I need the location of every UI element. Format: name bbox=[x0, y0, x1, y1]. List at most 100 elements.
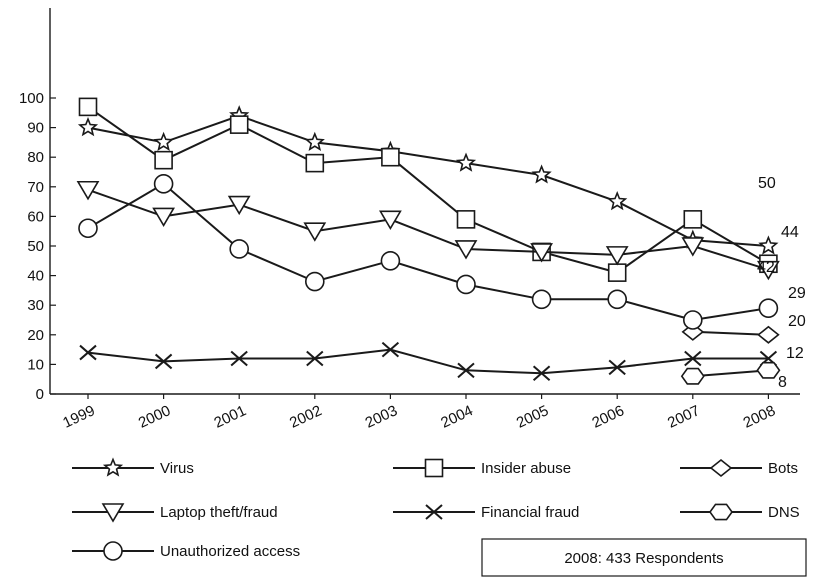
legend-item-financial-fraud: Financial fraud bbox=[393, 504, 579, 521]
legend-label: Financial fraud bbox=[481, 504, 579, 521]
series-line-laptop-theft-fraud bbox=[87, 188, 769, 271]
y-tick-label: 30 bbox=[27, 297, 44, 314]
data-point-financial-fraud bbox=[154, 353, 173, 370]
data-labels: 50 44 42 29 20 12 8 bbox=[757, 175, 806, 391]
legend-item-insider-abuse: Insider abuse bbox=[393, 458, 571, 478]
y-tick-label: 10 bbox=[27, 356, 44, 373]
data-point-unauthorized-access bbox=[229, 239, 249, 259]
series-virus bbox=[77, 105, 779, 255]
x-tick-label: 2003 bbox=[363, 402, 400, 432]
data-point-virus bbox=[153, 131, 174, 152]
y-tick-label: 90 bbox=[27, 120, 44, 137]
chart-axes: 0 10 20 30 40 50 60 70 80 90 100 1999 2000 2001 2002 20… bbox=[19, 8, 800, 432]
data-point-insider-abuse bbox=[607, 263, 627, 282]
x-tick-label: 2004 bbox=[438, 402, 475, 432]
data-point-financial-fraud bbox=[79, 344, 97, 361]
data-point-financial-fraud bbox=[230, 350, 248, 367]
data-label: 12 bbox=[786, 345, 804, 362]
legend-marker bbox=[101, 503, 125, 523]
data-point-laptop-theft-fraud bbox=[303, 222, 327, 242]
x-tick-label: 2006 bbox=[589, 402, 626, 432]
data-point-laptop-theft-fraud bbox=[530, 243, 553, 263]
legend-item-bots: Bots bbox=[680, 458, 798, 478]
data-point-insider-abuse bbox=[229, 115, 249, 134]
data-point-laptop-theft-fraud bbox=[76, 180, 100, 201]
series-line-virus bbox=[87, 114, 769, 247]
data-point-insider-abuse bbox=[683, 210, 703, 229]
data-point-insider-abuse bbox=[78, 97, 98, 117]
data-label: 20 bbox=[788, 313, 806, 330]
series-line-financial-fraud bbox=[87, 348, 769, 375]
data-label: 50 bbox=[758, 175, 776, 192]
x-tick-label: 1999 bbox=[60, 402, 97, 432]
series-financial-fraud bbox=[79, 341, 778, 382]
y-tick-label: 100 bbox=[19, 90, 44, 107]
data-point-financial-fraud bbox=[532, 365, 551, 382]
data-point-financial-fraud bbox=[684, 350, 702, 367]
data-point-financial-fraud bbox=[381, 341, 400, 358]
y-tick-label: 50 bbox=[27, 238, 44, 255]
series-dns bbox=[680, 361, 781, 385]
data-point-financial-fraud bbox=[608, 359, 626, 376]
data-point-laptop-theft-fraud bbox=[227, 195, 251, 216]
series-layer bbox=[76, 97, 781, 385]
data-point-unauthorized-access bbox=[456, 274, 476, 295]
x-tick-label: 2005 bbox=[514, 402, 551, 432]
data-point-virus bbox=[531, 164, 552, 184]
series-laptop-theft-fraud bbox=[76, 180, 780, 281]
legend-marker bbox=[425, 504, 443, 520]
data-label: 8 bbox=[778, 374, 787, 391]
series-line-insider-abuse bbox=[87, 106, 769, 274]
legend-item-laptop-theft-fraud: Laptop theft/fraud bbox=[72, 503, 278, 523]
respondents-box: 2008: 433 Respondents bbox=[481, 538, 807, 577]
data-point-unauthorized-access bbox=[78, 218, 98, 239]
data-point-laptop-theft-fraud bbox=[379, 210, 402, 230]
legend-item-unauthorized-access: Unauthorized access bbox=[72, 541, 300, 561]
legend-marker bbox=[102, 457, 124, 477]
y-tick-label: 0 bbox=[36, 386, 44, 403]
y-tick-label: 60 bbox=[27, 208, 44, 225]
data-point-insider-abuse bbox=[305, 153, 325, 173]
data-point-insider-abuse bbox=[456, 210, 476, 229]
data-point-bots bbox=[757, 325, 780, 344]
data-point-unauthorized-access bbox=[304, 271, 325, 292]
legend-label: Unauthorized access bbox=[160, 543, 300, 560]
y-tick-label: 20 bbox=[27, 327, 44, 344]
data-point-dns bbox=[756, 361, 781, 379]
legend-label: Laptop theft/fraud bbox=[160, 504, 278, 521]
legend-label: DNS bbox=[768, 504, 800, 521]
x-tick-label: 2001 bbox=[211, 402, 248, 432]
legend-label: Virus bbox=[160, 460, 194, 477]
legend-marker bbox=[709, 503, 733, 521]
data-point-laptop-theft-fraud bbox=[605, 246, 629, 266]
legend-marker bbox=[103, 541, 123, 561]
data-point-financial-fraud bbox=[306, 350, 324, 367]
legend-item-virus: Virus bbox=[72, 457, 194, 477]
series-line-dns bbox=[692, 369, 769, 378]
legend-marker bbox=[424, 458, 444, 478]
series-insider-abuse bbox=[78, 97, 778, 282]
y-tick-label: 70 bbox=[27, 179, 44, 196]
y-tick-label: 40 bbox=[27, 268, 44, 285]
data-point-unauthorized-access bbox=[682, 310, 703, 330]
x-tick-label: 2000 bbox=[136, 402, 173, 432]
series-line-unauthorized-access bbox=[87, 182, 769, 322]
data-point-laptop-theft-fraud bbox=[757, 260, 780, 281]
legend-item-dns: DNS bbox=[680, 503, 800, 521]
data-point-virus bbox=[77, 116, 99, 137]
data-point-unauthorized-access bbox=[758, 298, 779, 318]
legend: Virus Insider abuse Bots Laptop theft/fraud… bbox=[72, 457, 800, 561]
series-line-bots bbox=[692, 330, 769, 336]
data-point-unauthorized-access bbox=[380, 250, 401, 271]
legend-label: Insider abuse bbox=[481, 460, 571, 477]
x-tick-label: 2007 bbox=[665, 402, 702, 432]
data-point-laptop-theft-fraud bbox=[152, 207, 175, 227]
data-label: 42 bbox=[757, 259, 775, 276]
data-point-insider-abuse bbox=[381, 147, 400, 167]
y-tick-label: 80 bbox=[27, 149, 44, 166]
data-point-unauthorized-access bbox=[153, 174, 174, 194]
data-point-laptop-theft-fraud bbox=[681, 237, 705, 257]
data-point-virus bbox=[607, 190, 628, 211]
data-point-dns bbox=[680, 367, 705, 385]
